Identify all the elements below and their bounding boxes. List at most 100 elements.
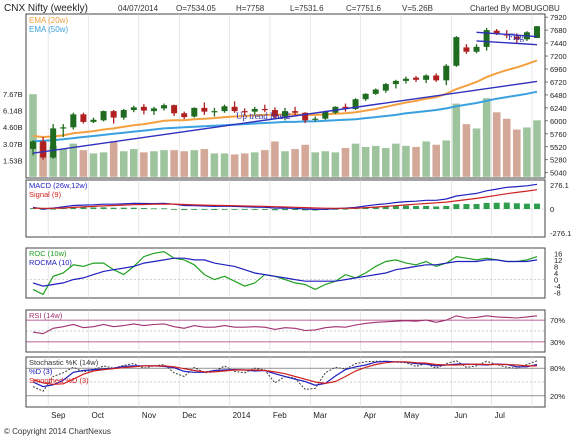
volume-bar (502, 118, 511, 178)
volume-bar (462, 123, 471, 178)
candle-body (342, 106, 349, 109)
price-tick-label: 5760 (550, 130, 567, 139)
macd-histogram-bar (443, 205, 450, 209)
candle-body (362, 93, 369, 100)
candle-body (110, 111, 117, 118)
x-tick-label: Apr (364, 411, 377, 420)
candlesticks (30, 25, 540, 160)
volume-tick-label: 4.60B (3, 123, 23, 132)
macd-histogram-bar (372, 206, 379, 209)
candle-body (231, 106, 238, 112)
volume-bar (89, 152, 98, 178)
volume-bar (492, 111, 501, 178)
volume-bar (270, 141, 280, 178)
macd-signal-line (32, 189, 538, 209)
macd-histogram-bar (392, 205, 399, 209)
candle-body (302, 112, 309, 121)
macd-histogram-bar (231, 209, 238, 210)
candle-body (493, 30, 500, 34)
volume-bar (210, 152, 219, 178)
candle-body (241, 111, 248, 113)
x-tick-label: Dec (182, 411, 196, 420)
price-tick-label: 7440 (550, 39, 567, 48)
volume-tick-label: 3.07B (3, 140, 23, 149)
candle-body (181, 113, 188, 118)
header-close: C=7751.6 (346, 4, 381, 13)
macd-histogram-bar (382, 206, 389, 209)
header-open: O=7534.05 (176, 4, 216, 13)
x-tick-label: May (404, 411, 419, 420)
macd-histogram-bar (171, 209, 178, 210)
volume-bar (119, 150, 128, 178)
rsi-tick-label: 30% (550, 338, 565, 347)
volume-bar (179, 150, 189, 178)
volume-bar (300, 144, 310, 178)
candle-body (161, 105, 168, 109)
x-tick-label: Feb (273, 411, 287, 420)
volume-bar (79, 149, 88, 178)
x-tick-label: Nov (142, 411, 156, 420)
price-tick-label: 6240 (550, 104, 567, 113)
roc-tick-label: -8 (554, 289, 561, 298)
candle-body (392, 80, 399, 85)
roc-line (32, 250, 538, 296)
grid-lines (26, 14, 545, 407)
macd-histogram-bar (120, 207, 127, 209)
macd-histogram-bar (130, 207, 137, 209)
volume-bar (351, 143, 360, 178)
volume-bar (341, 147, 350, 178)
candle-body (534, 26, 540, 39)
stoch-tick-label: 80% (550, 364, 565, 373)
macd-histogram-bar (251, 209, 258, 210)
macd-histogram-bar (534, 203, 540, 209)
volume-bar (200, 148, 209, 178)
candle-body (191, 107, 198, 117)
charted-by: Charted By MOBUGOBU (470, 4, 560, 13)
volume-bar (159, 149, 169, 178)
ema50-line (32, 90, 538, 143)
volume-bar (240, 152, 249, 178)
volume-bar (452, 103, 461, 178)
candle-body (382, 84, 389, 91)
legend-ema50: EMA (50w) (29, 25, 68, 34)
volume-bar (472, 128, 481, 178)
volume-bar (109, 141, 118, 178)
x-tick-label: Jul (495, 411, 505, 420)
volume-bar (371, 145, 380, 178)
candle-body (221, 106, 228, 112)
legend-rocma: ROCMA (10) (29, 258, 72, 267)
volume-bar (512, 129, 522, 178)
volume-bar (432, 144, 441, 178)
candle-body (322, 111, 329, 119)
macd-histogram-bar (433, 206, 440, 209)
candle-body (211, 111, 218, 113)
volume-bar (230, 154, 239, 178)
legend-signal: Signal (9) (29, 190, 62, 199)
x-tick-label: Sep (51, 411, 66, 420)
roc-panel (25, 247, 546, 299)
macd-line (32, 183, 538, 211)
volume-bar (190, 149, 199, 178)
price-tick-label: 6000 (550, 117, 567, 126)
candle-body (90, 119, 97, 122)
macd-histogram-bar (221, 209, 228, 210)
volume-bar (442, 140, 451, 178)
volume-bar (59, 148, 68, 178)
volume-bar (361, 146, 370, 178)
macd-histogram-bar (523, 203, 530, 209)
macd-histogram-bar (282, 209, 288, 211)
candle-body (423, 75, 430, 80)
candle-body (312, 118, 319, 120)
candle-body (271, 110, 278, 117)
candle-body (30, 141, 36, 149)
macd-histogram-bar (413, 205, 420, 209)
flag-annotation: Flag (508, 32, 525, 42)
volume-bar (381, 147, 390, 178)
volume-bar (331, 151, 340, 178)
candle-body (483, 30, 490, 47)
price-tick-label: 6960 (550, 65, 567, 74)
macd-histogram-bar (473, 203, 480, 209)
candle-body (463, 47, 470, 52)
flag-line (476, 31, 538, 38)
legend-macd: MACD (26w,12w) (29, 181, 88, 190)
